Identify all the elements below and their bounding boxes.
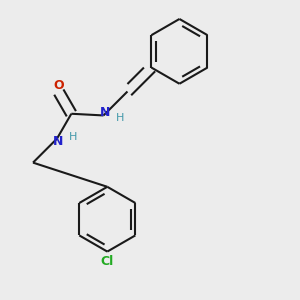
Text: N: N [53, 135, 63, 148]
Text: O: O [53, 79, 64, 92]
Text: H: H [116, 113, 124, 123]
Text: H: H [69, 132, 77, 142]
Text: N: N [100, 106, 110, 119]
Text: Cl: Cl [101, 254, 114, 268]
